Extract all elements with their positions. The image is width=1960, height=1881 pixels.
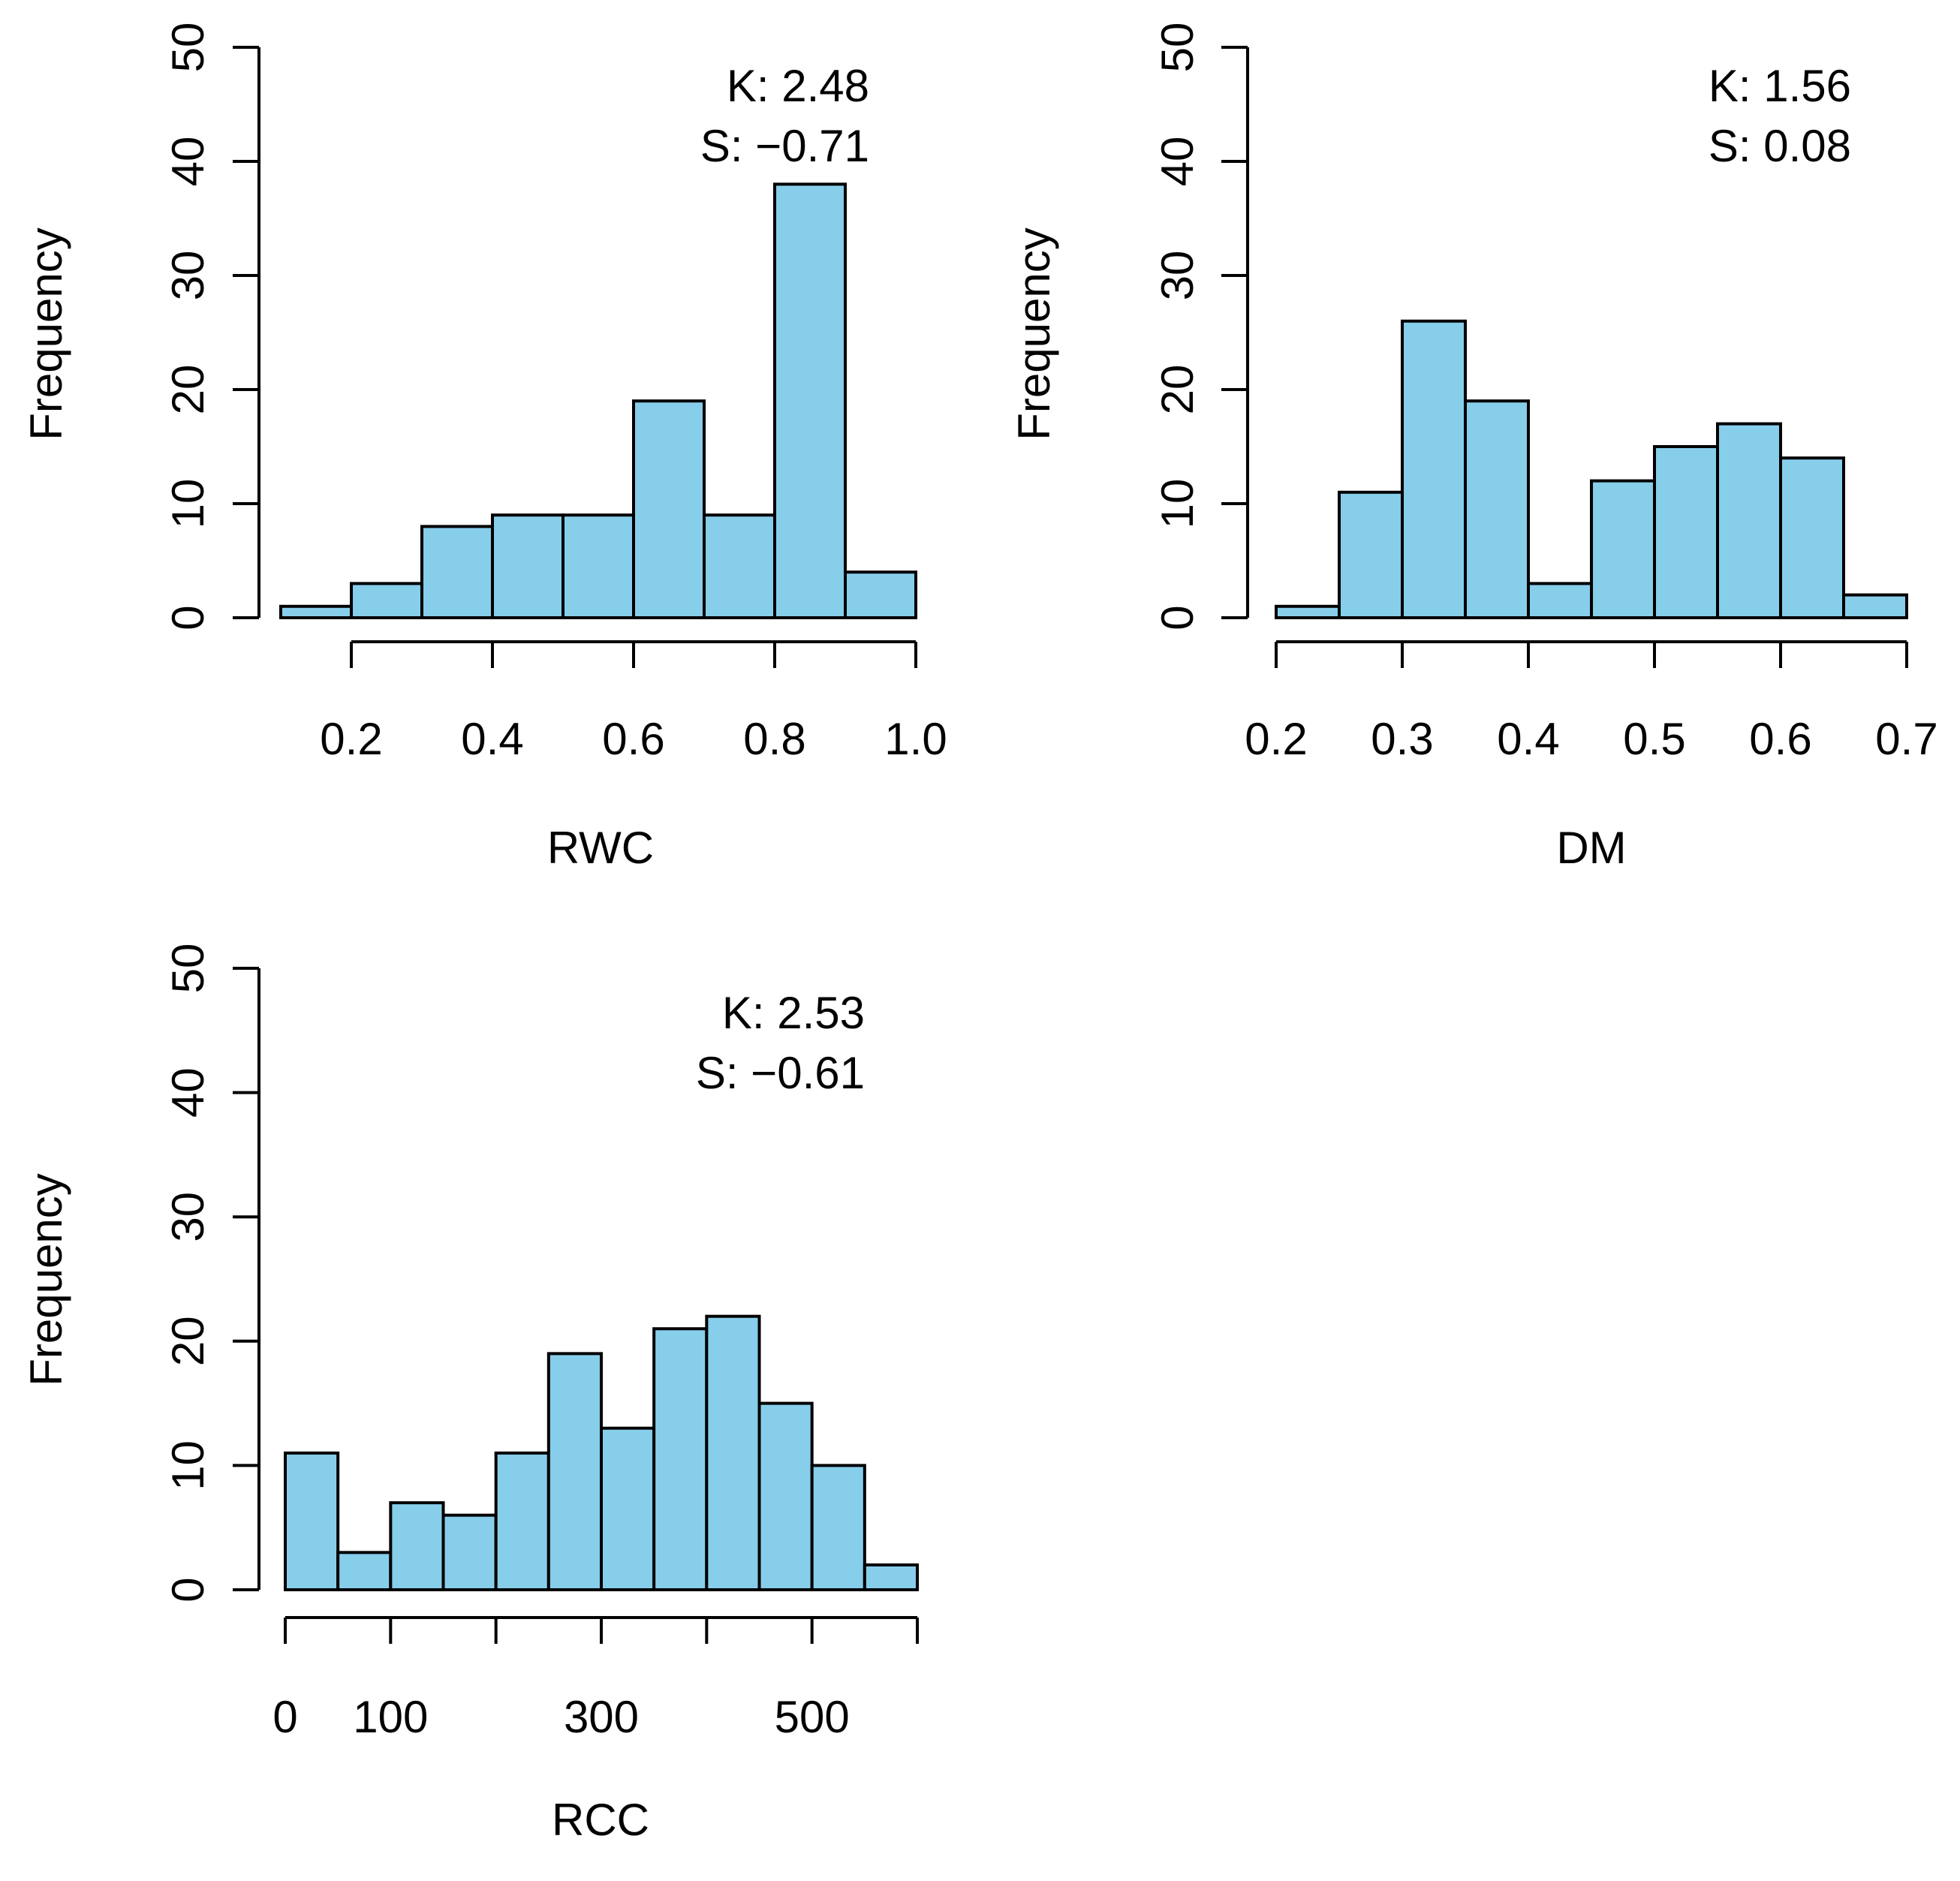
skewness-label-dm: S: 0.08 [1709, 121, 1851, 171]
panel-rcc: 0 10 20 30 40 50 0 100 300 500 Frequency RCC K: … [21, 944, 920, 1845]
y-axis-title-rcc: Frequency [21, 1173, 71, 1386]
bar-rwc-0 [279, 604, 353, 619]
x-tick-label-rwc-0: 0.2 [320, 714, 382, 764]
x-axis-rwc: 0.2 0.4 0.6 0.8 1.0 [320, 640, 947, 764]
x-axis-dm: 0.2 0.3 0.4 0.5 0.6 0.7 [1245, 640, 1938, 764]
y-tick-label-rwc-5: 50 [163, 23, 213, 73]
bar-rcc-4 [494, 1451, 550, 1591]
kurtosis-label-rwc: K: 2.48 [727, 61, 869, 111]
y-tick-label-rwc-3: 30 [163, 251, 213, 301]
y-tick-label-dm-3: 30 [1152, 251, 1203, 301]
bar-rwc-5 [632, 399, 706, 619]
bar-dm-2 [1401, 319, 1467, 619]
y-tick-label-rcc-5: 50 [163, 944, 213, 994]
y-axis-rcc: 0 10 20 30 40 50 [163, 944, 260, 1603]
x-axis-title-dm: DM [1556, 823, 1626, 873]
x-tick-label-rcc-1: 100 [353, 1692, 428, 1742]
y-tick-label-dm-0: 0 [1152, 605, 1203, 630]
x-tick-label-dm-5: 0.7 [1875, 714, 1937, 764]
x-tick-label-dm-4: 0.6 [1749, 714, 1811, 764]
x-tick-label-rwc-2: 0.6 [602, 714, 664, 764]
y-tick-label-dm-4: 40 [1152, 137, 1203, 187]
bar-rcc-11 [863, 1563, 920, 1591]
bar-rcc-2 [389, 1501, 445, 1591]
bar-dm-7 [1716, 422, 1782, 619]
y-axis-title-rwc: Frequency [21, 227, 71, 440]
bar-dm-5 [1590, 479, 1656, 619]
bar-dm-4 [1527, 582, 1593, 620]
bar-rcc-8 [705, 1314, 761, 1592]
bar-rwc-2 [420, 525, 494, 620]
kurtosis-label-rcc: K: 2.53 [722, 988, 865, 1038]
bar-rwc-8 [844, 570, 917, 620]
bar-dm-8 [1779, 456, 1845, 620]
bar-rcc-5 [546, 1352, 603, 1591]
bar-rcc-10 [810, 1464, 866, 1592]
bar-rcc-0 [284, 1451, 340, 1591]
x-tick-label-rwc-1: 0.4 [461, 714, 523, 764]
y-tick-label-rcc-3: 30 [163, 1192, 213, 1242]
kurtosis-label-dm: K: 1.56 [1709, 61, 1851, 111]
x-tick-label-dm-3: 0.5 [1623, 714, 1685, 764]
x-tick-label-dm-2: 0.4 [1497, 714, 1559, 764]
y-tick-label-dm-2: 20 [1152, 365, 1203, 415]
y-tick-label-rwc-2: 20 [163, 365, 213, 415]
y-tick-label-dm-1: 10 [1152, 479, 1203, 529]
y-axis-title-dm: Frequency [1009, 227, 1059, 440]
bars-dm [1275, 319, 1908, 620]
bar-rwc-1 [350, 582, 423, 620]
x-tick-label-rcc-0: 0 [272, 1692, 297, 1742]
y-tick-label-rwc-1: 10 [163, 479, 213, 529]
y-tick-label-rcc-4: 40 [163, 1067, 213, 1118]
bar-dm-6 [1653, 445, 1719, 619]
y-axis-rwc: 0 10 20 30 40 50 [163, 23, 260, 631]
bar-rwc-4 [562, 513, 635, 620]
x-tick-label-rwc-3: 0.8 [743, 714, 805, 764]
y-tick-label-rcc-0: 0 [163, 1577, 213, 1602]
x-tick-label-rcc-3: 300 [564, 1692, 639, 1742]
bar-rwc-3 [491, 513, 565, 620]
bar-rcc-1 [336, 1551, 393, 1592]
y-tick-label-rcc-1: 10 [163, 1440, 213, 1491]
panel-dm: 0 10 20 30 40 50 0.2 0.3 0.4 0.5 0.6 0.7 Frequency… [1009, 23, 1938, 873]
bar-rcc-6 [600, 1426, 656, 1591]
bar-dm-1 [1338, 490, 1404, 619]
x-tick-label-rcc-5: 500 [775, 1692, 850, 1742]
bar-rcc-7 [652, 1327, 709, 1591]
skewness-label-rcc: S: −0.61 [696, 1048, 865, 1098]
x-axis-title-rwc: RWC [547, 823, 654, 873]
x-tick-label-rwc-4: 1.0 [884, 714, 947, 764]
y-tick-label-rwc-4: 40 [163, 137, 213, 187]
bar-dm-0 [1275, 604, 1341, 619]
y-tick-label-dm-5: 50 [1152, 23, 1203, 73]
bar-dm-3 [1464, 399, 1530, 619]
y-tick-label-rwc-0: 0 [163, 605, 213, 630]
bar-dm-9 [1842, 593, 1908, 619]
panel-rwc: 0 10 20 30 40 50 0.2 0.4 0.6 0.8 1.0 Frequency RW… [21, 23, 947, 873]
x-tick-label-dm-1: 0.3 [1371, 714, 1433, 764]
bar-rcc-3 [441, 1513, 498, 1592]
y-axis-dm: 0 10 20 30 40 50 [1152, 23, 1249, 631]
bars-rwc [279, 182, 917, 620]
bar-rwc-6 [703, 513, 776, 620]
x-axis-title-rcc: RCC [552, 1795, 649, 1845]
x-tick-label-dm-0: 0.2 [1245, 714, 1307, 764]
bar-rwc-7 [773, 182, 847, 619]
bar-rcc-9 [757, 1401, 814, 1591]
x-axis-rcc: 0 100 300 500 [272, 1616, 919, 1742]
bars-rcc [284, 1314, 920, 1592]
skewness-label-rwc: S: −0.71 [700, 121, 869, 171]
y-tick-label-rcc-2: 20 [163, 1316, 213, 1366]
